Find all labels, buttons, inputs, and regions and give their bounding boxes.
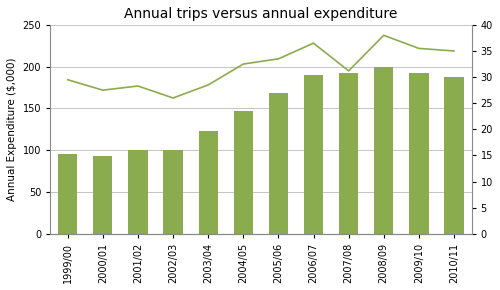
- Bar: [198, 131, 218, 234]
- Bar: [93, 156, 112, 234]
- Y-axis label: Annual Expenditure ($,000): Annual Expenditure ($,000): [7, 58, 17, 201]
- Bar: [304, 75, 323, 234]
- Bar: [128, 150, 148, 234]
- Bar: [374, 67, 394, 234]
- Bar: [444, 77, 464, 234]
- Bar: [164, 150, 182, 234]
- Bar: [339, 72, 358, 234]
- Bar: [58, 154, 78, 234]
- Bar: [268, 93, 288, 234]
- Bar: [409, 72, 428, 234]
- Bar: [234, 111, 253, 234]
- Title: Annual trips versus annual expenditure: Annual trips versus annual expenditure: [124, 7, 398, 21]
